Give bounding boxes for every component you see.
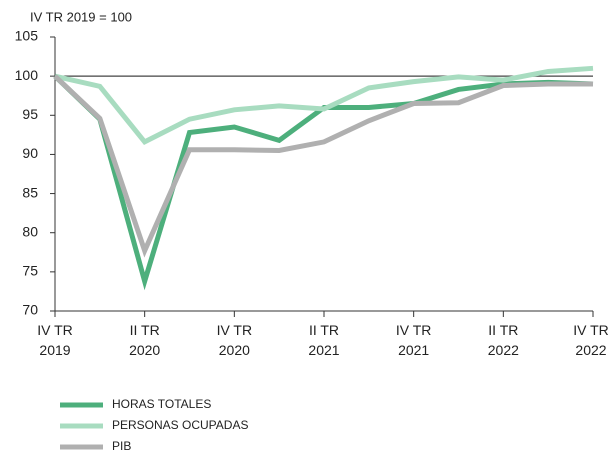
y-tick-label: 80: [22, 223, 38, 239]
x-tick-label: IV TR 2022: [573, 322, 609, 358]
y-tick-label: 85: [22, 184, 38, 200]
y-tick-label: 70: [22, 302, 38, 318]
y-tick-label: 100: [15, 67, 39, 83]
x-tick-label: II TR 2022: [487, 322, 519, 358]
series-line: [54, 65, 594, 146]
series-line: [53, 74, 593, 258]
legend-label: PIB: [112, 439, 131, 453]
x-tick-label: II TR 2020: [129, 322, 161, 358]
legend-label: HORAS TOTALES: [112, 397, 211, 411]
x-tick-label: IV TR 2021: [395, 322, 432, 358]
annotation: IV TR 2019 = 100: [30, 9, 132, 24]
y-tick-label: 90: [22, 145, 38, 161]
x-tick-label: II TR 2021: [308, 322, 340, 358]
legend-label: PERSONAS OCUPADAS: [112, 418, 248, 432]
x-tick-label: IV TR 2019: [37, 322, 73, 358]
x-tick-label: IV TR 2020: [216, 322, 253, 358]
y-tick-label: 75: [22, 263, 38, 279]
y-tick-label: 95: [22, 106, 38, 122]
y-tick-label: 105: [15, 28, 39, 44]
